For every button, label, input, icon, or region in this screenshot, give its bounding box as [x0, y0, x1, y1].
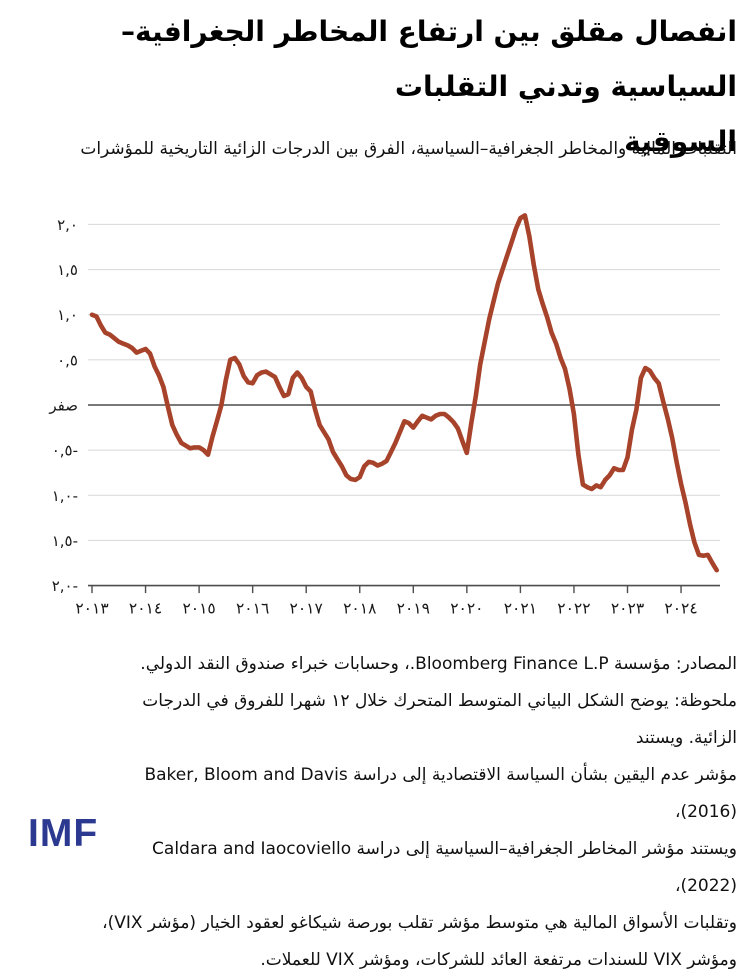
y-axis-label: ١,٥-: [52, 532, 78, 550]
x-axis-label: ٢٠١٤: [129, 600, 162, 618]
note-line-3: ويستند مؤشر المخاطر الجغرافية–السياسية إ…: [152, 839, 737, 896]
series-line: [89, 213, 720, 573]
y-axis-label: ٠,٥-: [52, 442, 78, 460]
x-axis-label: ٢٠٢٢: [557, 600, 590, 618]
note-line-5: ومؤشر VIX للسندات مرتفعة العائد للشركات،…: [260, 950, 737, 970]
figure-title-line-1: انفصال مقلق بين ارتفاع المخاطر الجغرافية…: [121, 15, 737, 103]
x-axis-label: ٢٠٢٣: [611, 600, 644, 618]
y-axis-label: ٢,٠-: [52, 577, 78, 595]
x-axis-label: ٢٠٢٠: [450, 600, 483, 618]
note-line-2: مؤشر عدم اليقين بشأن السياسة الاقتصادية …: [144, 765, 737, 822]
x-axis-label: ٢٠١٥: [182, 600, 215, 618]
note-line-1: ملحوظة: يوضح الشكل البياني المتوسط المتح…: [142, 691, 737, 748]
source-notes: المصادر: مؤسسة Bloomberg Finance L.P.، و…: [95, 646, 737, 979]
imf-logo: IMF: [28, 812, 99, 855]
y-axis-label: ٠,٥: [57, 351, 78, 369]
x-axis-label: ٢٠٢٤: [664, 600, 697, 618]
y-axis-label: ١,٠: [57, 306, 78, 324]
figure-title: انفصال مقلق بين ارتفاع المخاطر الجغرافية…: [13, 4, 737, 169]
x-axis-label: ٢٠١٨: [343, 600, 376, 618]
x-axis-label: ٢٠١٩: [397, 600, 430, 618]
x-axis-label: ٢٠٢١: [504, 600, 537, 618]
volatility-chart-svg: ٢,٠ ١,٥ ١,٠ ٠,٥ صفر ٠,٥- ١,٠- ١,٥- ٢,٠- ٢٠١٣ ٢٠١٤ ٢…: [48, 213, 720, 618]
figure-title-line-2: السوقية: [624, 125, 737, 158]
note-line-4: وتقلبات الأسواق المالية هي متوسط مؤشر تق…: [102, 913, 737, 933]
y-axis-label: ١,٥: [57, 261, 78, 279]
line-chart: ٢,٠ ١,٥ ١,٠ ٠,٥ صفر ٠,٥- ١,٠- ١,٥- ٢,٠- ٢٠١٣ ٢٠١٤ ٢…: [0, 185, 750, 645]
y-axis-label: صفر: [48, 397, 78, 415]
x-axis-label: ٢٠١٧: [290, 600, 323, 618]
source-line: المصادر: مؤسسة Bloomberg Finance L.P.، و…: [140, 654, 737, 674]
y-axis-label: ١,٠-: [52, 487, 78, 505]
figure-subtitle: التقلبات المالية والمخاطر الجغرافية–السي…: [80, 139, 737, 159]
x-axis-label: ٢٠١٦: [236, 600, 269, 618]
x-axis-label: ٢٠١٣: [75, 600, 108, 618]
y-axis-label: ٢,٠: [57, 216, 78, 234]
